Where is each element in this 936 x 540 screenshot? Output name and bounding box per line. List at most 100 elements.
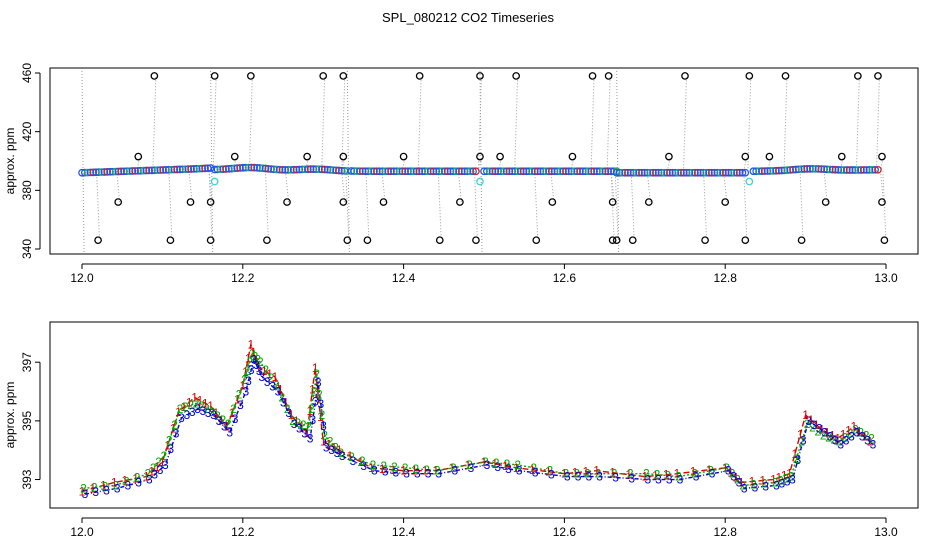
baseline-point [142,166,151,175]
series-2-marker: 2 [820,429,827,443]
bottom-y-tick-label: 393 [20,469,34,489]
excursion-line [879,171,884,203]
calibration-excursion-lines [81,70,887,253]
baseline-point [752,167,761,176]
baseline-point [184,165,193,173]
series-1-marker: 1 [690,465,697,479]
calibration-point [134,152,143,161]
excursion-line [248,75,253,172]
baseline-point [97,168,106,176]
baseline-point [384,167,393,176]
series-1-marker: 1 [593,464,600,478]
baseline-point [378,167,387,176]
series-3-marker: 3 [837,437,844,451]
series-2-marker: 2 [852,423,859,437]
series-3-marker: 3 [178,411,185,425]
baseline-point [418,167,426,176]
series-2-marker: 2 [814,425,821,439]
excursion-line [473,171,478,241]
baseline-point [814,165,823,173]
calibration-point [588,72,597,80]
calibration-point [230,152,239,161]
series-3-marker: 3 [805,414,812,428]
series-3-marker: 3 [285,406,292,420]
top-y-tick-label: 460 [20,63,34,83]
series-3-marker: 3 [843,433,850,447]
baseline-point [192,164,201,173]
series-3-marker: 3 [870,437,877,451]
baseline-point [153,166,162,175]
baseline-point [145,166,153,175]
baseline-point [122,167,131,176]
baseline-point [760,167,769,175]
series-3-marker: 3 [666,473,673,487]
series-2-marker: 2 [504,457,511,471]
baseline-point [719,168,727,177]
series-1-marker: 1 [781,469,788,483]
series-3-marker: 3 [575,470,582,484]
series-3-marker: 3 [103,483,110,497]
series-2-marker: 2 [193,396,200,410]
series-3-marker: 3 [256,364,263,378]
series-2-marker: 2 [664,469,671,483]
bottom-x-tick-label: 12.2 [231,525,255,539]
excursion-line [855,75,860,172]
series-1-marker: 1 [277,383,284,397]
baseline-point [258,164,267,173]
series-3-marker: 3 [317,397,324,411]
baseline-point [803,165,812,173]
baseline-point [326,166,335,174]
series-2-marker: 2 [857,426,864,440]
bottom-x-tick-label: 12.0 [70,525,94,539]
series-1-marker: 1 [253,353,260,367]
excursion-line [365,171,370,241]
calibration-point [114,198,123,206]
series-3-marker: 3 [328,443,335,457]
calibration-points [94,72,889,245]
series-1-marker: 1 [132,472,139,486]
baseline-point [806,164,814,173]
excursion-line [799,171,804,241]
calibration-point [781,72,790,80]
baseline-point [508,167,517,176]
baseline-point [598,167,607,176]
bottom-series-markers: 1 1 1 1 1 1 1111111111111111111111111111111111… [79,338,877,502]
series-3-marker: 3 [307,431,314,445]
series-2-marker: 2 [177,402,184,416]
series-1-marker: 1 [561,467,568,481]
baseline-point [270,165,278,174]
series-2-marker: 2 [868,431,875,445]
baseline-point [335,166,343,175]
series-1-marker: 1 [582,465,589,479]
baseline-point [170,165,179,174]
baseline-point [663,168,671,177]
bottom-y-tick-label: 397 [20,352,34,372]
baseline-point [289,165,298,174]
excursion-line [208,171,213,203]
calibration-point [435,236,444,245]
series-1-marker: 1 [202,396,209,410]
series-1-marker: 1 [164,438,171,452]
series-1-marker: 1 [797,428,804,442]
baseline-point [117,167,126,176]
calibration-point [644,198,653,206]
series-3-marker: 3 [800,433,807,447]
series-2-marker: 2 [595,467,602,481]
series-1-marker: 1 [513,461,520,475]
baseline-point [176,165,184,174]
series-2-marker: 2 [102,479,109,493]
series-3-marker: 3 [82,487,89,501]
series-1-marker: 1 [491,457,498,471]
baseline-point [604,167,613,176]
series-1-marker: 1 [89,481,96,495]
baseline-point [581,167,590,176]
series-3-marker: 3 [339,449,346,463]
series-3-marker: 3 [146,473,153,487]
series-1-marker: 1 [861,430,868,444]
series-3-marker: 3 [816,422,823,436]
series-2-marker: 2 [262,363,269,377]
series-2-marker: 2 [348,450,355,464]
series-3-marker: 3 [200,404,207,418]
baseline-point [323,165,332,174]
series-2-marker: 2 [123,474,130,488]
